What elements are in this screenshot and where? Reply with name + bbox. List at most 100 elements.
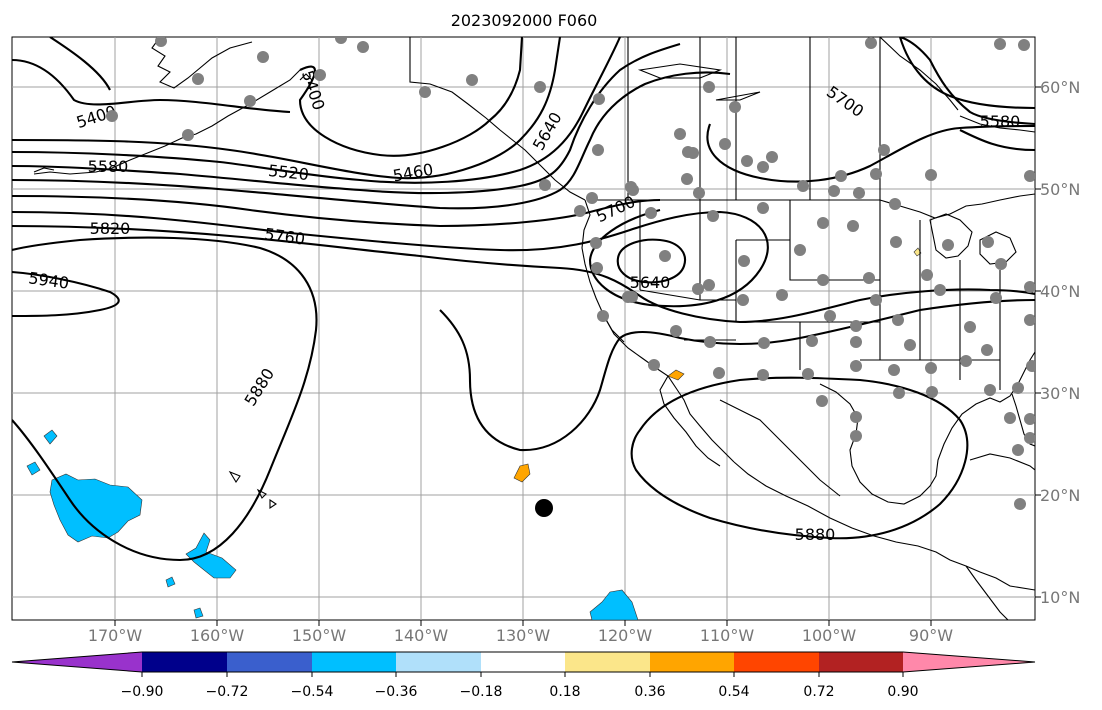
station-dot bbox=[797, 180, 809, 192]
colorbar-segment bbox=[481, 652, 565, 672]
contour-5700 bbox=[12, 123, 1035, 228]
mexico-interior bbox=[719, 399, 841, 497]
colorbar-tick-label: −0.54 bbox=[291, 684, 334, 700]
contour-5940 bbox=[12, 270, 120, 318]
station-dot bbox=[155, 37, 167, 47]
aleutians bbox=[33, 73, 313, 173]
station-dot bbox=[335, 37, 347, 44]
longitude-labels: 170°W 160°W 150°W 140°W 130°W 120°W 110°… bbox=[88, 626, 953, 645]
station-dot bbox=[592, 144, 604, 156]
negative-region-hawaii-west bbox=[49, 473, 143, 543]
station-dot bbox=[995, 258, 1007, 270]
station-dot bbox=[757, 202, 769, 214]
station-dot bbox=[802, 368, 814, 380]
station-dot bbox=[892, 314, 904, 326]
station-dot bbox=[816, 395, 828, 407]
colorbar-tick-label: −0.90 bbox=[121, 684, 164, 700]
lon-label: 140°W bbox=[394, 626, 449, 645]
contour-label: 5880 bbox=[795, 525, 836, 544]
station-dot bbox=[1012, 382, 1024, 394]
station-dot bbox=[850, 360, 862, 372]
station-dot bbox=[757, 369, 769, 381]
station-dot bbox=[984, 384, 996, 396]
station-dot bbox=[1014, 498, 1026, 510]
station-dot bbox=[870, 294, 882, 306]
colorbar-segment bbox=[312, 652, 396, 672]
station-dot bbox=[925, 362, 937, 374]
station-dot bbox=[824, 310, 836, 322]
positive-region-california bbox=[667, 369, 685, 381]
contour-5580 bbox=[12, 37, 1035, 195]
station-dot bbox=[850, 320, 862, 332]
station-dot bbox=[878, 144, 890, 156]
station-dot bbox=[942, 239, 954, 251]
station-dot bbox=[1026, 360, 1035, 372]
colorbar-tick-label: 0.72 bbox=[803, 684, 834, 700]
lon-label: 120°W bbox=[598, 626, 653, 645]
station-dot bbox=[586, 192, 598, 204]
colorbar-tick-label: 0.90 bbox=[887, 684, 918, 700]
contour-label: 5520 bbox=[267, 161, 309, 184]
station-dot bbox=[1024, 314, 1035, 326]
lon-label: 160°W bbox=[190, 626, 245, 645]
colorbar-extend-high bbox=[903, 652, 1035, 672]
station-dot bbox=[539, 179, 551, 191]
storm-center-marker bbox=[535, 499, 553, 517]
negative-region-south bbox=[589, 589, 639, 620]
canada-provinces bbox=[627, 37, 881, 200]
lon-label: 90°W bbox=[909, 626, 953, 645]
station-dot bbox=[703, 279, 715, 291]
baja bbox=[659, 375, 721, 467]
contour-label: 5580 bbox=[980, 112, 1021, 131]
station-dot bbox=[593, 93, 605, 105]
colorbar-segment bbox=[734, 652, 819, 672]
colorbar-segment bbox=[227, 652, 312, 672]
station-dot bbox=[888, 364, 900, 376]
station-dot bbox=[692, 283, 704, 295]
station-dot bbox=[921, 269, 933, 281]
colorbar-segment bbox=[396, 652, 481, 672]
station-dot bbox=[870, 168, 882, 180]
station-dot bbox=[850, 336, 862, 348]
hudson-bay bbox=[879, 37, 1035, 133]
station-dot bbox=[192, 73, 204, 85]
contour-5640 bbox=[12, 37, 1035, 210]
lat-label: 30°N bbox=[1040, 384, 1080, 403]
contour-5520 bbox=[12, 37, 621, 184]
station-dot bbox=[817, 217, 829, 229]
positive-region-lakes bbox=[913, 247, 922, 257]
station-dot bbox=[244, 95, 256, 107]
station-dot bbox=[314, 69, 326, 81]
station-dot bbox=[925, 169, 937, 181]
great-lakes bbox=[929, 213, 1017, 265]
station-dot bbox=[766, 151, 778, 163]
lat-label: 20°N bbox=[1040, 486, 1080, 505]
station-dot bbox=[1018, 39, 1030, 51]
station-dot bbox=[889, 198, 901, 210]
station-dot bbox=[704, 336, 716, 348]
shaded-field bbox=[26, 247, 922, 620]
colorbar-extend-low bbox=[12, 652, 142, 672]
station-dot bbox=[1024, 281, 1035, 293]
colorbar-tick-label: 0.54 bbox=[718, 684, 749, 700]
contour-5760 bbox=[12, 129, 1035, 308]
lat-label: 50°N bbox=[1040, 180, 1080, 199]
colorbar-tick-labels: −0.90 −0.72 −0.54 −0.36 −0.18 0.18 0.36 0.54 0.7… bbox=[121, 672, 919, 700]
lon-label: 130°W bbox=[496, 626, 551, 645]
colorbar-segment bbox=[142, 652, 227, 672]
station-dot bbox=[1024, 170, 1035, 182]
station-dot bbox=[703, 81, 715, 93]
colorbar-tick-label: 0.36 bbox=[634, 684, 665, 700]
mexico-coast bbox=[733, 461, 1035, 591]
station-dot bbox=[719, 138, 731, 150]
station-dot bbox=[1012, 444, 1024, 456]
contour-5400 bbox=[12, 37, 524, 157]
alaska-peninsula bbox=[33, 69, 301, 175]
colorbar-tick-label: −0.36 bbox=[375, 684, 418, 700]
colorbar bbox=[11, 651, 1036, 673]
station-dot bbox=[590, 237, 602, 249]
contour-label: 5820 bbox=[90, 219, 131, 238]
station-dot bbox=[738, 255, 750, 267]
station-dot bbox=[960, 355, 972, 367]
